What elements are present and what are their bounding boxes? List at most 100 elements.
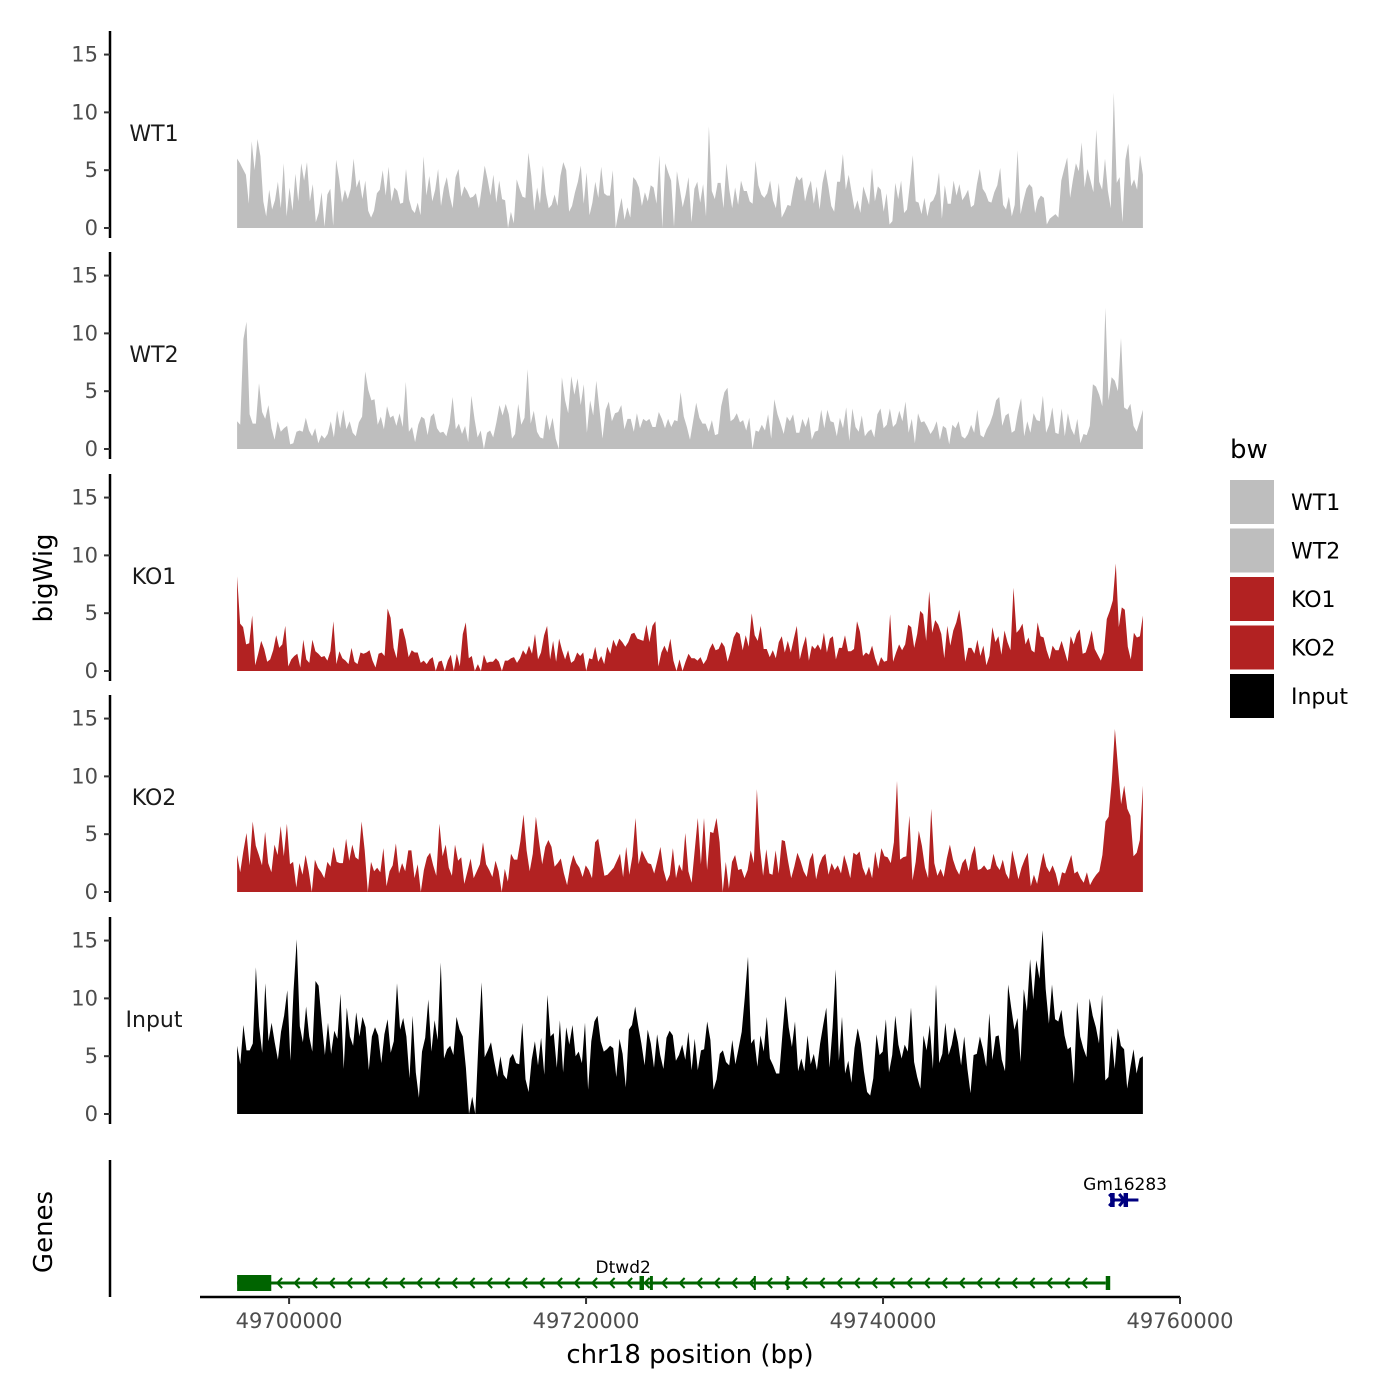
strand-arrow: [748, 1277, 756, 1289]
track-label: WT1: [129, 122, 178, 147]
y-tick-label: 10: [71, 543, 98, 567]
legend-swatch: [1230, 625, 1274, 670]
track-label: KO2: [132, 786, 177, 811]
track-wt2: 0 5 10 15 WT2: [71, 252, 1143, 461]
strand-arrow: [853, 1277, 861, 1289]
strand-arrow: [415, 1277, 423, 1289]
x-tick-label: 49740000: [830, 1309, 937, 1333]
y-tick-label: 0: [85, 437, 98, 461]
legend-title: bw: [1230, 435, 1268, 465]
y-tick-label: 5: [85, 379, 98, 403]
strand-arrow: [503, 1277, 511, 1289]
y-tick-label: 10: [71, 986, 98, 1010]
track-label: Input: [126, 1008, 183, 1033]
y-tick-label: 0: [85, 1102, 98, 1126]
strand-arrow: [468, 1277, 476, 1289]
legend-item-ko1: KO1: [1230, 577, 1336, 621]
track-ko2: 0 5 10 15 KO2: [71, 695, 1143, 904]
strand-arrow: [800, 1277, 808, 1289]
strand-arrow: [625, 1277, 633, 1289]
strand-arrow: [275, 1277, 283, 1289]
exon: [1110, 1193, 1115, 1207]
track-wt1: 0 5 10 15 WT1: [71, 31, 1143, 240]
strand-arrow: [1045, 1277, 1053, 1289]
y-tick-label: 10: [71, 321, 98, 345]
strand-arrow: [590, 1277, 598, 1289]
track-ko1: 0 5 10 15 KO1: [71, 474, 1143, 683]
exon: [786, 1276, 789, 1290]
y-axis-title: bigWig: [29, 533, 59, 622]
gene-gm16283: Gm16283: [1083, 1175, 1167, 1207]
strand-arrow: [660, 1277, 668, 1289]
exon: [1105, 1276, 1111, 1290]
legend-swatch: [1230, 480, 1274, 524]
strand-arrow: [888, 1277, 896, 1289]
strand-arrow: [293, 1277, 301, 1289]
strand-arrow: [450, 1277, 458, 1289]
track-label: WT2: [129, 343, 178, 368]
y-tick-label: 15: [71, 264, 98, 288]
signal-area-ko2: [237, 729, 1143, 892]
legend-item-ko2: KO2: [1230, 625, 1336, 670]
strand-arrow: [538, 1277, 546, 1289]
strand-arrow: [310, 1277, 318, 1289]
strand-arrow: [555, 1277, 563, 1289]
y-tick-label: 0: [85, 880, 98, 904]
legend-item-wt2: WT2: [1230, 528, 1340, 573]
strand-arrow: [1010, 1277, 1018, 1289]
genes-axis-title: Genes: [29, 1191, 59, 1273]
strand-arrow: [730, 1277, 738, 1289]
legend: bw WT1 WT2 KO1 KO2 Input: [1230, 435, 1348, 718]
strand-arrow: [870, 1277, 878, 1289]
y-tick-label: 5: [85, 601, 98, 625]
exon: [753, 1276, 756, 1290]
signal-area-ko1: [237, 563, 1143, 671]
gene-dtwd2: Dtwd2: [237, 1258, 1111, 1291]
exon: [649, 1276, 653, 1290]
strand-arrow: [433, 1277, 441, 1289]
x-axis: 49700000 49720000 49740000 49760000: [200, 1295, 1234, 1333]
y-tick-label: 15: [71, 707, 98, 731]
x-tick-label: 49760000: [1127, 1309, 1234, 1333]
legend-label: Input: [1291, 685, 1348, 710]
strand-arrow: [765, 1277, 773, 1289]
legend-label: WT2: [1291, 540, 1340, 565]
legend-item-wt1: WT1: [1230, 480, 1340, 524]
y-tick-label: 0: [85, 216, 98, 240]
track-label: KO1: [132, 565, 177, 590]
strand-arrow: [940, 1277, 948, 1289]
strand-arrow: [345, 1277, 353, 1289]
x-tick-label: 49700000: [236, 1309, 343, 1333]
strand-arrow: [835, 1277, 843, 1289]
y-tick-label: 15: [71, 929, 98, 953]
y-tick-label: 10: [71, 764, 98, 788]
strand-arrow: [923, 1277, 931, 1289]
gene-name-label: Dtwd2: [596, 1258, 651, 1278]
y-tick-label: 10: [71, 100, 98, 124]
strand-arrow: [380, 1277, 388, 1289]
legend-label: WT1: [1291, 491, 1340, 516]
strand-arrow: [958, 1277, 966, 1289]
strand-arrow: [643, 1277, 651, 1289]
strand-arrow: [608, 1277, 616, 1289]
gene-name-label: Gm16283: [1083, 1175, 1167, 1195]
y-tick-label: 15: [71, 486, 98, 510]
strand-arrow: [1063, 1277, 1071, 1289]
bigwig-tracks: 0 5 10 15 WT1 0 5 10 15 WT2 0 5 10 15 KO1 0 5 10 15 KO2 0 5 10…: [71, 31, 1143, 1126]
signal-area-wt2: [237, 307, 1143, 449]
legend-label: KO2: [1291, 637, 1336, 662]
strand-arrow: [993, 1277, 1001, 1289]
strand-arrow: [818, 1277, 826, 1289]
y-tick-label: 5: [85, 1044, 98, 1068]
y-tick-label: 5: [85, 158, 98, 182]
strand-arrow: [975, 1277, 983, 1289]
y-tick-label: 0: [85, 659, 98, 683]
y-tick-label: 5: [85, 822, 98, 846]
x-axis-title: chr18 position (bp): [566, 1340, 813, 1370]
strand-arrow: [695, 1277, 703, 1289]
strand-arrow: [573, 1277, 581, 1289]
track-input: 0 5 10 15 Input: [71, 917, 1143, 1126]
legend-item-input: Input: [1230, 674, 1348, 718]
strand-arrow: [678, 1277, 686, 1289]
